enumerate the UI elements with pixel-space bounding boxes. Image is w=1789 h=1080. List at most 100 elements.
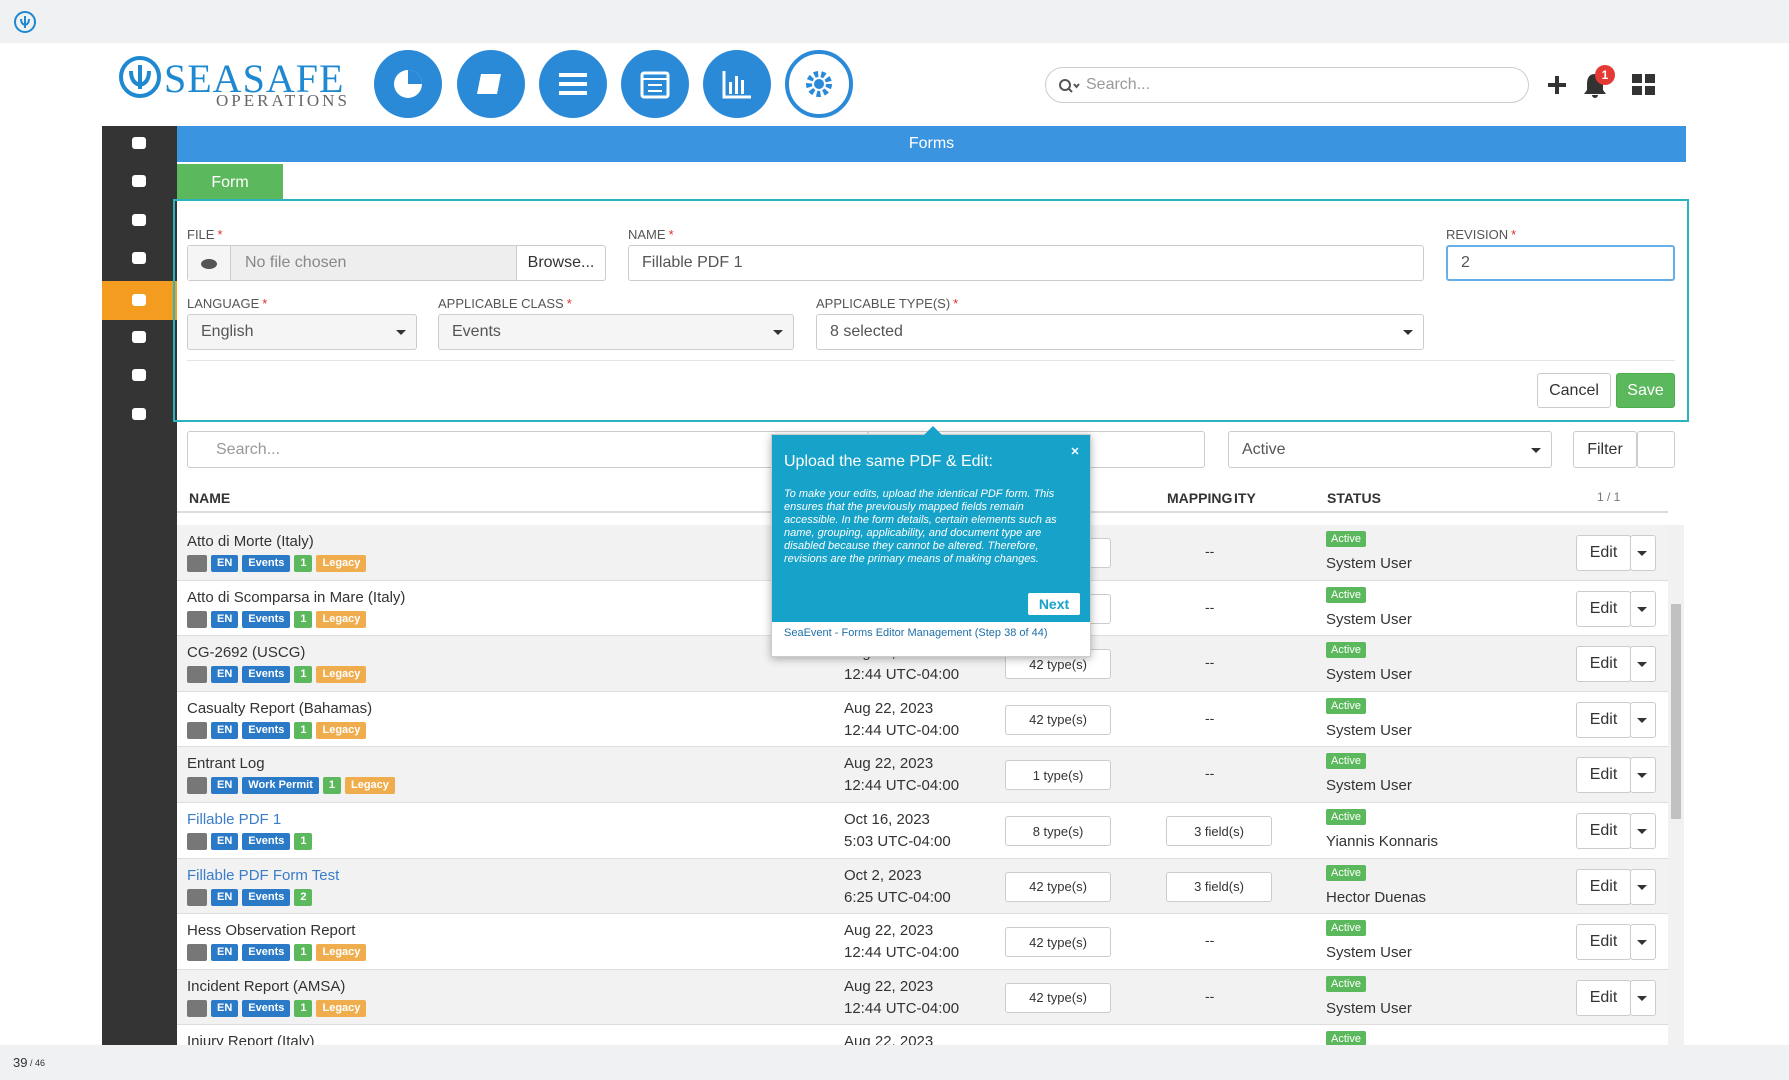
- edit-dropdown[interactable]: [1630, 535, 1656, 571]
- sidebar-item[interactable]: [129, 134, 149, 152]
- edit-dropdown[interactable]: [1630, 924, 1656, 961]
- time: 6:25 UTC-04:00: [844, 888, 951, 906]
- module-button[interactable]: [457, 50, 525, 118]
- revision-input[interactable]: 2: [1446, 245, 1675, 281]
- edit-dropdown[interactable]: [1630, 868, 1656, 905]
- tag-revision: 1: [294, 610, 313, 628]
- browse-button[interactable]: Browse...: [516, 246, 605, 280]
- apps-button[interactable]: [1632, 74, 1656, 96]
- tag-legacy: Legacy: [316, 666, 367, 684]
- table-row[interactable]: Entrant Log EN Work Permit 1 Legacy Aug 22, 2…: [177, 747, 1668, 803]
- cancel-button[interactable]: Cancel: [1537, 373, 1611, 408]
- edit-dropdown[interactable]: [1630, 646, 1656, 683]
- module-button[interactable]: [621, 50, 689, 118]
- tooltip-close[interactable]: [1070, 446, 1080, 456]
- required-marker: *: [262, 296, 268, 311]
- sidebar-item[interactable]: [129, 328, 149, 346]
- form-name: Casualty Report (Bahamas): [187, 699, 373, 717]
- class-label: APPLICABLE CLASS *: [438, 295, 572, 313]
- sidebar-item[interactable]: [129, 405, 149, 423]
- sidebar-item[interactable]: [129, 211, 149, 229]
- field-label: FILE: [187, 227, 215, 242]
- form-name: Hess Observation Report: [187, 922, 356, 940]
- file-input[interactable]: No file chosen Browse...: [187, 245, 606, 281]
- date: Aug 22, 2023: [844, 699, 934, 717]
- table-row[interactable]: Hess Observation Report EN Events 1 Legacy Au…: [177, 914, 1668, 970]
- form-divider: [187, 360, 1675, 361]
- status-badge: Active: [1326, 642, 1366, 659]
- types: 8 type(s): [1005, 816, 1111, 846]
- table-row[interactable]: Injury Report (Italy) Aug 22, 2023 Active: [177, 1025, 1668, 1047]
- status-badge: Active: [1326, 586, 1366, 603]
- user: System User: [1326, 555, 1412, 572]
- tags: EN Events 1 Legacy: [187, 721, 370, 740]
- tag-owner: [187, 777, 207, 795]
- edit-button[interactable]: Edit: [1576, 701, 1631, 738]
- form-name[interactable]: Fillable PDF Form Test: [187, 866, 340, 884]
- logo-subtext: OPERATIONS: [216, 91, 350, 110]
- status-filter[interactable]: Active: [1228, 431, 1552, 468]
- table-row[interactable]: Fillable PDF Form Test EN Events 2 Oct 2, 20…: [177, 858, 1668, 915]
- user: System User: [1326, 777, 1412, 795]
- filter-button[interactable]: Filter: [1573, 431, 1637, 468]
- edit-button[interactable]: Edit: [1576, 590, 1631, 627]
- date: Oct 16, 2023: [844, 811, 930, 828]
- clear-filter-button[interactable]: [1637, 431, 1675, 468]
- add-button[interactable]: [1546, 74, 1568, 96]
- types-select[interactable]: 8 selected: [816, 314, 1424, 350]
- edit-button[interactable]: Edit: [1576, 535, 1631, 571]
- tag-owner: [187, 999, 207, 1017]
- module-button[interactable]: [785, 50, 853, 118]
- form-tab[interactable]: Form: [177, 164, 283, 201]
- sidebar-item[interactable]: [129, 366, 149, 384]
- tag-class: Events: [242, 666, 291, 684]
- edit-button[interactable]: Edit: [1576, 813, 1631, 849]
- table-row[interactable]: Incident Report (AMSA) EN Events 1 Legacy Aug…: [177, 969, 1668, 1026]
- form-name[interactable]: Fillable PDF 1: [187, 811, 282, 828]
- sidebar-item[interactable]: [129, 172, 149, 190]
- table-row[interactable]: Fillable PDF 1 EN Events 1 Oct 16, 2023 5:03 …: [177, 803, 1668, 859]
- file-icon: [188, 246, 231, 280]
- module-button[interactable]: [703, 50, 771, 118]
- tag-language: EN: [211, 833, 239, 850]
- types: 42 type(s): [1005, 982, 1111, 1013]
- col-mapping: MAPPING: [1167, 490, 1233, 506]
- tooltip-next[interactable]: Next: [1028, 593, 1080, 615]
- tag-legacy: Legacy: [316, 944, 367, 962]
- module-button[interactable]: [539, 50, 607, 118]
- class-select[interactable]: Events: [438, 314, 794, 350]
- table-body: NAME ITY MAPPING STATUS 1 / 1 Atto di Morte (…: [177, 484, 1686, 1047]
- name-input[interactable]: Fillable PDF 1: [628, 245, 1424, 281]
- date: Aug 22, 2023: [844, 1033, 934, 1047]
- mapping: --: [1205, 987, 1215, 1004]
- mapping: --: [1205, 654, 1215, 671]
- date: Aug 22, 2023: [844, 922, 934, 940]
- global-search[interactable]: Search...: [1045, 67, 1529, 103]
- caret: [1637, 662, 1647, 668]
- tag-language: EN: [211, 721, 239, 739]
- tag-revision: 2: [294, 888, 313, 906]
- edit-button[interactable]: Edit: [1576, 924, 1631, 961]
- module-button[interactable]: [374, 50, 442, 118]
- save-button[interactable]: Save: [1616, 373, 1675, 408]
- table-row[interactable]: Casualty Report (Bahamas) EN Events 1 Legacy…: [177, 691, 1668, 748]
- edit-button[interactable]: Edit: [1576, 646, 1631, 683]
- status-value: Active: [1242, 440, 1286, 458]
- edit-dropdown[interactable]: [1630, 590, 1656, 627]
- tag-language: EN: [211, 888, 239, 906]
- edit-dropdown[interactable]: [1630, 813, 1656, 849]
- form-name: Atto di Scomparsa in Mare (Italy): [187, 588, 406, 606]
- sidebar-item[interactable]: [129, 249, 149, 267]
- module-icon: [640, 71, 670, 99]
- language-select[interactable]: English: [187, 314, 417, 350]
- sidebar-item[interactable]: [129, 291, 149, 309]
- edit-button[interactable]: Edit: [1576, 757, 1631, 794]
- edit-dropdown[interactable]: [1630, 701, 1656, 738]
- edit-dropdown[interactable]: [1630, 757, 1656, 794]
- edit-dropdown[interactable]: [1630, 979, 1656, 1016]
- tag-legacy: Legacy: [316, 555, 367, 572]
- edit-button[interactable]: Edit: [1576, 979, 1631, 1016]
- edit-button[interactable]: Edit: [1576, 868, 1631, 905]
- tag-owner: [187, 610, 207, 628]
- table-row[interactable]: Atto di Scomparsa in Mare (Italy) EN Event…: [177, 580, 1668, 637]
